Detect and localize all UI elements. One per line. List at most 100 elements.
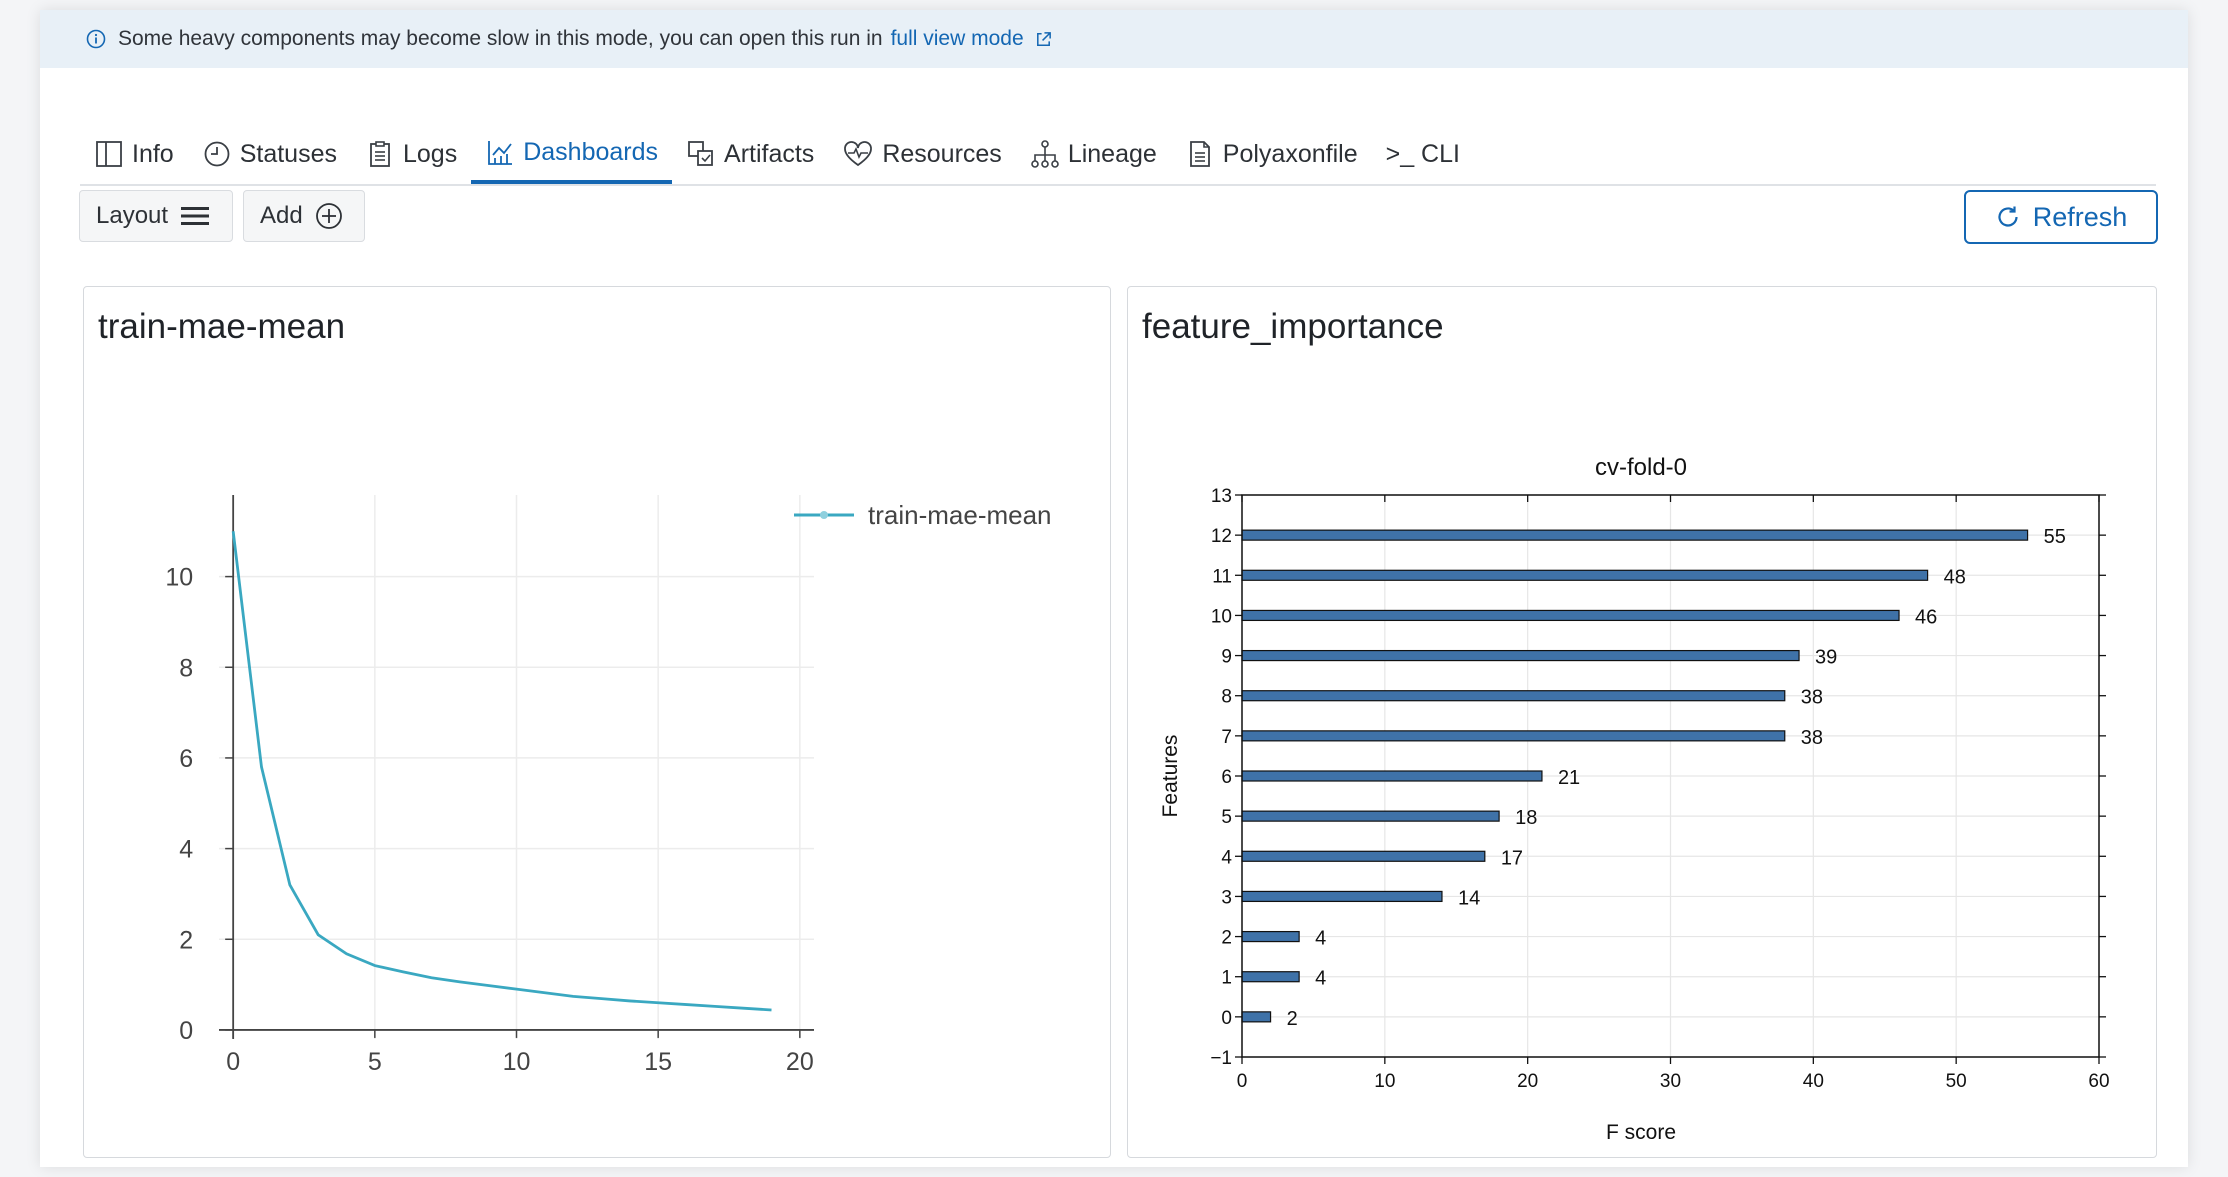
columns-icon [96, 141, 122, 167]
line-chart: 0 5 10 15 20 0 2 4 6 8 10 train-mae-mean [165, 495, 1052, 1076]
layout-button[interactable]: Layout [79, 190, 233, 242]
tab-dashboards[interactable]: Dashboards [471, 124, 673, 184]
y-tick-label: 8 [1221, 687, 1232, 708]
bar-value-label: 38 [1801, 687, 1823, 709]
y-tick-label: 0 [1221, 1008, 1232, 1029]
x-tick-label: 0 [226, 1048, 240, 1076]
y-tick-label: −1 [1210, 1048, 1232, 1069]
x-tick-label: 10 [1374, 1071, 1395, 1092]
refresh-icon [1998, 206, 2018, 227]
x-tick-label: 0 [1237, 1071, 1248, 1092]
tab-bar: Info Statuses Logs Dashboards Artifacts … [80, 120, 2156, 186]
bar-value-label: 4 [1315, 968, 1326, 990]
tab-label: Dashboards [523, 137, 659, 166]
bar-value-label: 2 [1287, 1008, 1298, 1030]
feature-importance-panel: feature_importance cv-fold-0 2 4 4 14 17 18 21… [1127, 286, 2157, 1158]
y-tick-label: 6 [179, 745, 193, 773]
tab-label: Artifacts [724, 139, 815, 168]
tab-label: >_ CLI [1385, 139, 1460, 168]
line-chart-legend[interactable]: train-mae-mean [794, 500, 1052, 530]
bar-feature-2[interactable] [1241, 930, 1300, 943]
bar-feature-4[interactable] [1241, 850, 1486, 862]
legend-label: train-mae-mean [868, 500, 1052, 530]
bar-feature-5[interactable] [1241, 810, 1500, 822]
bar-value-label: 18 [1515, 807, 1537, 829]
panel-title: feature_importance [1142, 307, 1444, 346]
tab-logs[interactable]: Logs [351, 124, 471, 184]
tab-label: Lineage [1067, 139, 1157, 168]
y-tick-label: 0 [179, 1017, 193, 1045]
tab-resources[interactable]: Resources [828, 124, 1016, 184]
x-tick-label: 15 [644, 1048, 672, 1076]
tab-statuses[interactable]: Statuses [188, 124, 351, 184]
panel-title: train-mae-mean [98, 307, 346, 346]
y-tick-label: 12 [1211, 526, 1232, 547]
info-icon [86, 29, 106, 49]
bar-chart-xlabel: F score [1606, 1121, 1676, 1144]
tab-lineage[interactable]: Lineage [1016, 124, 1171, 184]
bar-value-label: 38 [1801, 727, 1823, 749]
y-tick-label: 2 [1221, 928, 1232, 949]
hamburger-menu-icon [181, 207, 210, 225]
line-chart-ticks: 0 5 10 15 20 0 2 4 6 8 10 [165, 564, 813, 1076]
series-line-train-mae-mean[interactable] [231, 531, 772, 1012]
refresh-button[interactable]: Refresh [1964, 190, 2158, 244]
external-link-icon[interactable] [1034, 30, 1053, 49]
bar-feature-11[interactable] [1241, 569, 1929, 581]
bar-feature-0[interactable] [1241, 1011, 1272, 1023]
line-chart-grid [219, 495, 814, 1039]
tab-cli[interactable]: >_ CLI [1372, 124, 1474, 184]
bar-value-label: 4 [1315, 928, 1326, 950]
y-tick-label: 11 [1212, 566, 1232, 587]
bar-feature-7[interactable] [1241, 730, 1786, 742]
tab-artifacts[interactable]: Artifacts [672, 124, 828, 184]
legend-marker [820, 511, 828, 519]
y-tick-label: 13 [1211, 486, 1232, 507]
bar-value-label: 55 [2044, 526, 2066, 548]
y-tick-label: 5 [1221, 807, 1232, 828]
y-tick-label: 10 [165, 564, 193, 592]
x-tick-label: 60 [2088, 1071, 2109, 1092]
clipboard-icon [370, 141, 390, 167]
info-banner: Some heavy components may become slow in… [40, 10, 2188, 68]
train-mae-mean-panel: train-mae-mean 0 5 10 15 20 0 2 4 6 8 10 train-mae… [83, 286, 1111, 1158]
tab-label: Polyaxonfile [1222, 139, 1358, 168]
x-tick-label: 20 [786, 1048, 814, 1076]
bar-feature-6[interactable] [1241, 770, 1543, 782]
bar-chart-ylabel: Features [1159, 735, 1182, 818]
bar-feature-12[interactable] [1241, 529, 2029, 541]
banner-text: Some heavy components may become slow in… [118, 27, 883, 50]
run-page: Some heavy components may become slow in… [40, 10, 2188, 1167]
tab-info[interactable]: Info [80, 124, 188, 184]
y-tick-label: 2 [179, 926, 193, 954]
y-tick-label: 4 [1221, 847, 1232, 868]
bar-value-label: 14 [1458, 887, 1480, 909]
tab-label: Statuses [239, 139, 337, 168]
bar-value-label: 17 [1501, 847, 1523, 869]
tab-label: Resources [882, 139, 1002, 168]
clock-icon [204, 141, 230, 167]
file-icon [1189, 141, 1210, 167]
bar-feature-9[interactable] [1241, 649, 1800, 662]
x-tick-label: 50 [1946, 1071, 1967, 1092]
x-tick-label: 40 [1803, 1071, 1824, 1092]
y-tick-label: 1 [1221, 968, 1232, 989]
bar-value-label: 21 [1558, 767, 1580, 789]
tab-polyaxonfile[interactable]: Polyaxonfile [1171, 124, 1372, 184]
x-tick-label: 20 [1517, 1071, 1538, 1092]
y-tick-label: 7 [1221, 727, 1232, 748]
lineage-icon [1031, 140, 1059, 168]
bar-feature-10[interactable] [1241, 609, 1900, 622]
bar-value-label: 46 [1915, 606, 1937, 628]
bar-feature-8[interactable] [1241, 690, 1786, 702]
add-button[interactable]: Add [243, 190, 365, 242]
bar-chart-frame [1241, 494, 2100, 1058]
bar-chart-title: cv-fold-0 [1595, 454, 1687, 481]
full-view-link[interactable]: full view mode [890, 27, 1024, 50]
bar-feature-3[interactable] [1241, 890, 1443, 903]
x-tick-label: 5 [368, 1048, 382, 1076]
bar-feature-1[interactable] [1241, 971, 1300, 983]
heart-pulse-icon [844, 141, 873, 167]
